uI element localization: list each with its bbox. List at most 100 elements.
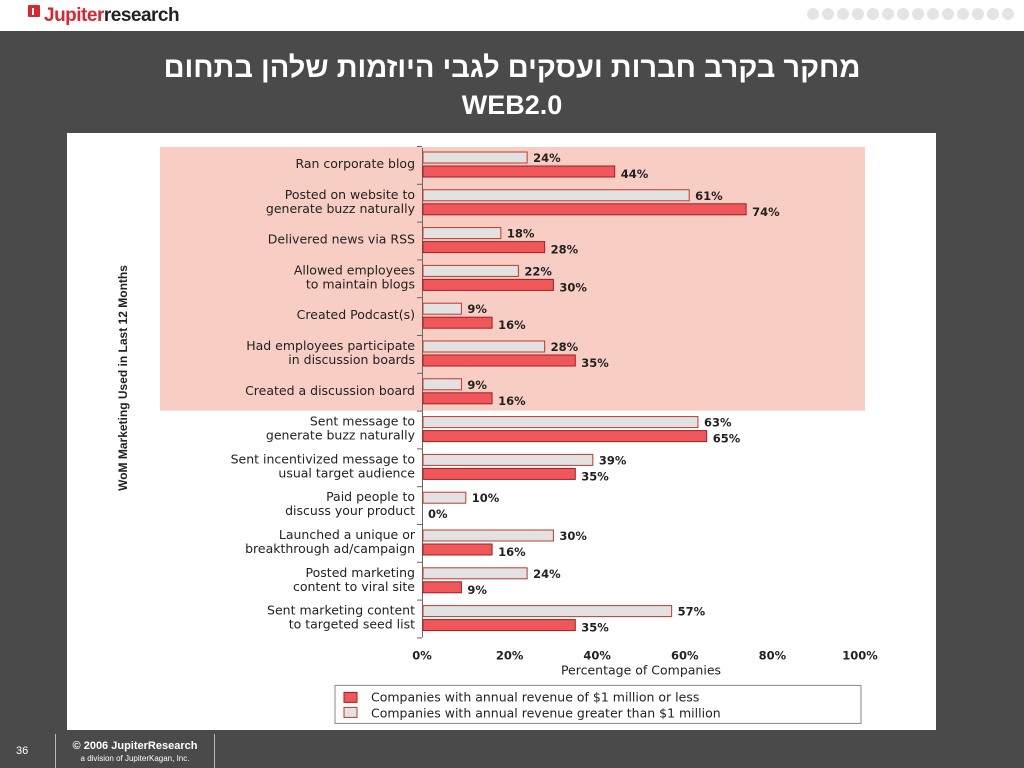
x-tick-label: 40% xyxy=(583,648,611,662)
data-label: 22% xyxy=(524,264,552,278)
jupiterresearch-logo: Jupiterresearch xyxy=(28,4,180,28)
bar-small-company xyxy=(422,392,493,405)
data-label: 0% xyxy=(428,507,448,521)
data-label: 16% xyxy=(498,318,526,332)
category-label: Sent marketing content xyxy=(267,603,415,618)
x-axis-title: Percentage of Companies xyxy=(561,662,721,677)
bar-small-company xyxy=(422,354,576,367)
data-label: 24% xyxy=(533,567,561,581)
category-label: Launched a unique or xyxy=(279,527,416,542)
x-tick-label: 60% xyxy=(671,648,699,662)
top-bar: Jupiterresearch xyxy=(0,0,1024,31)
logo-text-dark: research xyxy=(103,5,180,26)
category-label: generate buzz naturally xyxy=(266,428,416,443)
bar-large-company xyxy=(422,529,554,542)
category-label: Sent message to xyxy=(310,414,415,429)
category-label: Posted marketing xyxy=(306,565,415,580)
category-label: Ran corporate blog xyxy=(295,156,415,171)
category-label: Sent incentivized message to xyxy=(231,451,415,466)
data-label: 35% xyxy=(581,469,609,483)
data-label: 30% xyxy=(559,529,587,543)
data-label: 16% xyxy=(498,545,526,559)
bar-small-company xyxy=(422,278,554,291)
category-label: content to viral site xyxy=(293,579,415,594)
category-label: breakthrough ad/campaign xyxy=(245,541,415,556)
bar-small-company xyxy=(422,241,546,254)
category-label: to targeted seed list xyxy=(289,617,415,632)
legend-box xyxy=(334,684,862,724)
data-label: 74% xyxy=(752,205,780,219)
bar-small-company xyxy=(422,430,708,443)
bar-large-company xyxy=(422,378,462,391)
data-label: 44% xyxy=(621,167,649,181)
data-label: 35% xyxy=(581,621,609,635)
logo-text-red: Jupiter xyxy=(44,5,104,26)
bar-small-company xyxy=(422,581,462,594)
page-number: 36 xyxy=(16,745,29,757)
bar-large-company xyxy=(422,340,546,353)
category-label: Paid people to xyxy=(326,489,415,504)
bar-large-company xyxy=(422,416,699,429)
chart-panel: Ran corporate blog 24% 44% Posted on websit… xyxy=(67,133,936,730)
data-label: 57% xyxy=(678,605,706,619)
legend-label-small-company: Companies with annual revenue of $1 mill… xyxy=(371,689,699,704)
highlight-band xyxy=(160,147,865,411)
bar-large-company xyxy=(422,227,502,240)
data-label: 35% xyxy=(581,356,609,370)
slide-title-line2: WEB2.0 xyxy=(461,90,563,120)
category-label: Had employees participate xyxy=(246,338,415,353)
logo-mark-icon xyxy=(28,5,42,27)
x-tick-label: 20% xyxy=(496,648,524,662)
bar-small-company xyxy=(422,165,616,178)
bar-large-company xyxy=(422,264,519,277)
legend-label-large-company: Companies with annual revenue greater th… xyxy=(371,705,721,720)
bar-small-company xyxy=(422,203,747,216)
y-axis-title: WoM Marketing Used in Last 12 Months xyxy=(116,265,130,491)
data-label: 9% xyxy=(467,583,487,597)
data-label: 10% xyxy=(472,491,500,505)
bar-large-company xyxy=(422,491,467,504)
data-label: 65% xyxy=(713,432,741,446)
bar-small-company xyxy=(422,316,493,329)
bar-large-company xyxy=(422,567,528,580)
x-tick-label: 100% xyxy=(842,648,878,662)
data-label: 24% xyxy=(533,151,561,165)
data-label: 28% xyxy=(551,243,579,257)
category-label: Created a discussion board xyxy=(245,383,415,398)
bar-small-company xyxy=(422,467,576,480)
bar-large-company xyxy=(422,453,594,466)
data-label: 39% xyxy=(599,453,627,467)
footer-copyright-box: © 2006 JupiterResearch a division of Jup… xyxy=(55,734,215,768)
category-label: to maintain blogs xyxy=(306,276,415,291)
data-label: 30% xyxy=(559,280,587,294)
category-label: generate buzz naturally xyxy=(266,201,416,216)
category-label: Allowed employees xyxy=(294,262,415,277)
data-label: 63% xyxy=(704,416,732,430)
bar-large-company xyxy=(422,189,690,202)
bar-large-company xyxy=(422,605,673,618)
slide-title-line1: מחקר בקרב חברות ועסקים לגבי היוזמות שלהן… xyxy=(163,52,861,84)
x-tick-label: 0% xyxy=(412,648,432,662)
legend-swatch-large-company xyxy=(343,706,358,718)
bar-large-company xyxy=(422,151,528,164)
data-label: 18% xyxy=(507,227,535,241)
category-label: Posted on website to xyxy=(285,187,415,202)
category-label: Created Podcast(s) xyxy=(297,307,415,322)
category-label: in discussion boards xyxy=(288,352,415,367)
data-label: 28% xyxy=(551,340,579,354)
category-label: usual target audience xyxy=(278,465,415,480)
x-tick-label: 80% xyxy=(759,648,787,662)
bar-small-company xyxy=(422,619,576,632)
bar-small-company xyxy=(422,543,493,556)
copyright-text: © 2006 JupiterResearch xyxy=(72,740,198,752)
category-label: Delivered news via RSS xyxy=(268,232,415,247)
bar-large-company xyxy=(422,302,462,315)
data-label: 61% xyxy=(695,189,723,203)
category-label: discuss your product xyxy=(285,503,415,518)
decorative-dots xyxy=(807,8,1014,20)
division-text: a division of JupiterKagan, Inc. xyxy=(80,754,190,763)
data-label: 16% xyxy=(498,394,526,408)
legend-swatch-small-company xyxy=(343,691,358,703)
bar-chart: Ran corporate blog 24% 44% Posted on websit… xyxy=(116,146,878,724)
data-label: 9% xyxy=(467,378,487,392)
